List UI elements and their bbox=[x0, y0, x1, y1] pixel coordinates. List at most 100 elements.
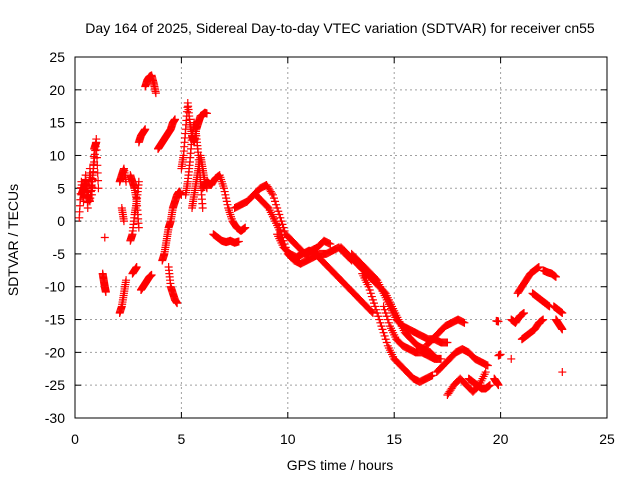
series-trace-06 bbox=[115, 164, 131, 186]
series-trace-24 bbox=[273, 230, 377, 317]
data-point bbox=[225, 208, 234, 217]
data-point bbox=[485, 381, 494, 390]
data-point bbox=[221, 190, 230, 199]
series-trace-36 bbox=[507, 308, 529, 327]
chart-title: Day 164 of 2025, Sidereal Day-to-day VTE… bbox=[85, 20, 595, 36]
series-trace-16 bbox=[164, 263, 182, 308]
series-trace-15 bbox=[158, 187, 186, 265]
series-trace-27 bbox=[358, 269, 437, 386]
data-point bbox=[383, 315, 392, 324]
data-point bbox=[558, 325, 567, 334]
data-point bbox=[268, 190, 277, 199]
x-tick-label: 15 bbox=[386, 431, 402, 447]
series-trace-33 bbox=[490, 374, 503, 390]
data-point bbox=[326, 240, 335, 249]
series-trace-31 bbox=[443, 368, 490, 400]
data-point bbox=[507, 354, 516, 363]
y-tick-label: -30 bbox=[45, 410, 65, 426]
data-point bbox=[202, 109, 211, 118]
y-tick-label: -5 bbox=[53, 246, 66, 262]
data-point bbox=[272, 200, 281, 209]
data-point bbox=[276, 213, 285, 222]
data-point bbox=[241, 223, 250, 232]
y-tick-label: 15 bbox=[49, 115, 65, 131]
data-point bbox=[218, 179, 227, 188]
data-point bbox=[369, 299, 378, 308]
data-point bbox=[539, 315, 548, 324]
data-point bbox=[198, 203, 207, 212]
series-trace-44 bbox=[558, 368, 567, 377]
data-point bbox=[378, 325, 387, 334]
data-point bbox=[381, 308, 390, 317]
series-trace-29 bbox=[422, 315, 469, 350]
series-trace-05 bbox=[115, 276, 131, 317]
data-point bbox=[222, 194, 231, 203]
data-point bbox=[380, 331, 389, 340]
data-point bbox=[271, 197, 280, 206]
series-trace-18 bbox=[181, 118, 207, 212]
data-point bbox=[460, 318, 469, 327]
x-axis-title: GPS time / hours bbox=[287, 457, 394, 473]
data-point bbox=[151, 89, 160, 98]
series-trace-37 bbox=[507, 354, 516, 363]
data-point bbox=[147, 270, 156, 279]
data-point bbox=[94, 184, 103, 193]
data-point bbox=[373, 308, 382, 317]
data-point bbox=[122, 276, 131, 285]
data-point bbox=[481, 368, 490, 377]
data-point bbox=[379, 328, 388, 337]
data-point bbox=[382, 312, 391, 321]
x-tick-label: 10 bbox=[280, 431, 296, 447]
data-point bbox=[92, 135, 101, 144]
data-point bbox=[367, 307, 376, 316]
data-point bbox=[558, 308, 567, 317]
x-tick-label: 20 bbox=[493, 431, 509, 447]
series-trace-09 bbox=[126, 171, 143, 232]
data-point bbox=[379, 302, 388, 311]
series-trace-07 bbox=[117, 203, 128, 226]
series-trace-11 bbox=[134, 125, 150, 147]
data-point bbox=[226, 210, 235, 219]
y-tick-label: -25 bbox=[45, 377, 65, 393]
y-tick-label: 10 bbox=[49, 147, 65, 163]
data-point bbox=[219, 182, 228, 191]
series-trace-41 bbox=[539, 266, 560, 281]
data-point bbox=[132, 263, 141, 272]
data-point bbox=[365, 286, 374, 295]
data-point bbox=[222, 197, 231, 206]
y-tick-label: -15 bbox=[45, 312, 65, 328]
data-point bbox=[376, 318, 385, 327]
series-trace-02 bbox=[77, 135, 101, 206]
data-point bbox=[483, 361, 492, 370]
data-point bbox=[384, 318, 393, 327]
data-point bbox=[494, 381, 503, 390]
data-point bbox=[234, 237, 243, 246]
data-points bbox=[75, 71, 567, 400]
data-point bbox=[220, 187, 229, 196]
grid-lines bbox=[75, 57, 607, 418]
data-point bbox=[267, 189, 276, 198]
data-point bbox=[382, 338, 391, 347]
data-point bbox=[558, 368, 567, 377]
data-point bbox=[141, 125, 150, 134]
series-trace-39 bbox=[517, 315, 548, 344]
data-point bbox=[274, 207, 283, 216]
data-point bbox=[364, 282, 373, 291]
series-trace-32 bbox=[464, 374, 494, 393]
data-point bbox=[374, 312, 383, 321]
data-point bbox=[375, 315, 384, 324]
data-point bbox=[428, 371, 437, 380]
series-trace-21 bbox=[209, 230, 243, 247]
data-point bbox=[372, 305, 381, 314]
series-trace-43 bbox=[551, 315, 567, 334]
y-tick-label: 0 bbox=[57, 213, 65, 229]
series-trace-19 bbox=[188, 151, 211, 212]
data-point bbox=[219, 184, 228, 193]
data-point bbox=[366, 289, 375, 298]
series-trace-03 bbox=[98, 269, 110, 296]
series-trace-38 bbox=[513, 263, 543, 298]
data-point bbox=[551, 272, 560, 281]
data-point bbox=[381, 335, 390, 344]
series-trace-42 bbox=[549, 302, 567, 317]
series-trace-34 bbox=[492, 316, 503, 326]
